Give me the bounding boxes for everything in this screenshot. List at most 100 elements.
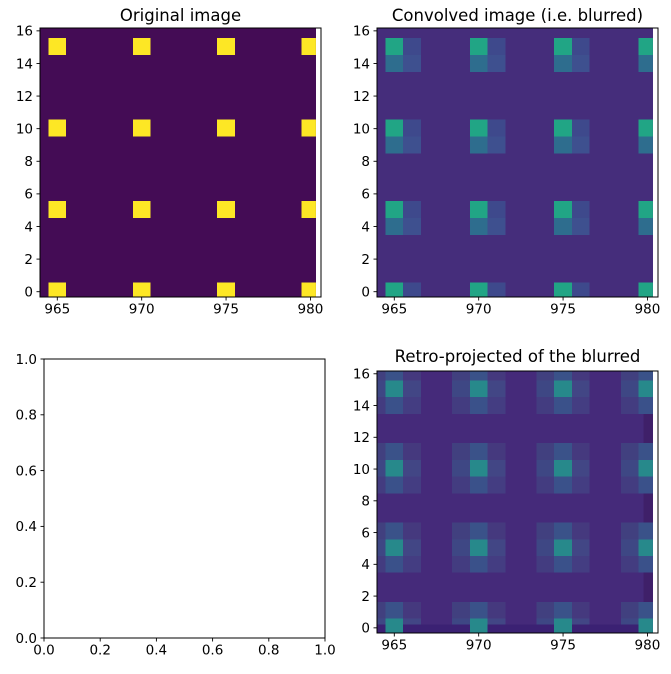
heatmap-cell bbox=[536, 555, 555, 573]
axes-spines bbox=[39, 27, 322, 298]
heatmap-cell bbox=[385, 602, 404, 619]
heatmap-cell bbox=[571, 380, 590, 398]
heatmap-cell bbox=[403, 555, 421, 573]
heatmap-cell bbox=[554, 459, 572, 477]
heatmap-cell bbox=[385, 618, 404, 633]
heatmap-cell bbox=[571, 397, 590, 414]
heatmap-cell bbox=[377, 522, 386, 540]
heatmap-cell bbox=[536, 476, 555, 494]
heatmap-cell bbox=[487, 459, 506, 477]
heatmap-cell bbox=[301, 119, 316, 137]
y-tick-label: 1.0 bbox=[16, 352, 37, 368]
y-tick-label: 0.4 bbox=[16, 519, 37, 535]
heatmap-cell bbox=[638, 555, 653, 573]
axes-spines bbox=[376, 27, 659, 298]
heatmap-cell bbox=[385, 555, 404, 573]
heatmap-cell bbox=[403, 54, 421, 73]
heatmap-cell bbox=[385, 282, 404, 297]
y-tick-label: 0.6 bbox=[16, 463, 37, 479]
y-tick-label: 2 bbox=[361, 589, 370, 605]
x-tick-label: 975 bbox=[213, 302, 239, 318]
heatmap-cell bbox=[377, 443, 386, 460]
y-tick-label: 6 bbox=[361, 187, 370, 203]
title-convolved-image: Convolved image (i.e. blurred) bbox=[391, 6, 644, 25]
heatmap-cell bbox=[377, 602, 386, 619]
heatmap-cell bbox=[452, 371, 470, 381]
heatmap-cell bbox=[638, 54, 653, 73]
heatmap-cell bbox=[554, 380, 572, 398]
heatmap-cell bbox=[571, 119, 590, 137]
y-tick-label: 6 bbox=[24, 187, 33, 203]
x-tick-label: 965 bbox=[381, 638, 407, 654]
heatmap-cell bbox=[656, 477, 671, 494]
y-tick-label: 6 bbox=[361, 525, 370, 541]
heatmap-cell bbox=[571, 54, 590, 73]
heatmap-cell bbox=[452, 522, 470, 540]
heatmap-cell bbox=[571, 602, 590, 619]
heatmap-cell bbox=[638, 119, 653, 137]
heatmap-cell bbox=[385, 380, 404, 398]
heatmap-cell bbox=[571, 217, 590, 236]
heatmap-cell bbox=[656, 523, 671, 540]
heatmap-cell bbox=[554, 282, 572, 297]
heatmap-cell bbox=[403, 380, 421, 398]
x-tick-label: 0.2 bbox=[89, 643, 110, 659]
heatmap-background bbox=[377, 28, 653, 297]
y-tick-label: 2 bbox=[361, 252, 370, 268]
subplot-original: 965 970 975 980 0 2 4 6 8 10 12 14 16 bbox=[16, 24, 324, 318]
y-tick-label: 10 bbox=[353, 121, 370, 137]
heatmap-cell bbox=[403, 200, 421, 218]
heatmap-cell bbox=[638, 602, 653, 619]
y-tick-label: 4 bbox=[361, 219, 370, 235]
heatmap-cell bbox=[554, 397, 572, 414]
heatmap-cell bbox=[469, 397, 488, 414]
heatmap-cell bbox=[403, 119, 421, 137]
heatmap-cell bbox=[452, 602, 470, 619]
heatmap-cell bbox=[656, 364, 671, 381]
heatmap-cell bbox=[656, 201, 671, 218]
heatmap-cell bbox=[536, 371, 555, 381]
title-retro-projected: Retro-projected of the blurred bbox=[394, 347, 641, 366]
y-tick-label: 10 bbox=[16, 121, 33, 137]
heatmap-cell bbox=[656, 460, 671, 477]
heatmap-cell bbox=[536, 602, 555, 619]
y-tick-label: 0 bbox=[361, 285, 370, 301]
heatmap-cell bbox=[656, 397, 671, 414]
heatmap-cell bbox=[217, 37, 235, 55]
x-tick-label: 975 bbox=[550, 302, 576, 318]
heatmap-cell bbox=[554, 37, 572, 55]
x-tick-label: 970 bbox=[129, 302, 155, 318]
heatmap-cell bbox=[620, 397, 639, 414]
heatmap-cell bbox=[469, 37, 488, 55]
heatmap-cell bbox=[656, 619, 671, 636]
axes-spines bbox=[376, 370, 659, 634]
heatmap-cell bbox=[48, 282, 67, 297]
artifact-bottom-strip bbox=[377, 624, 386, 633]
heatmap-cell bbox=[656, 136, 671, 153]
heatmap-cell bbox=[554, 618, 572, 633]
x-tick-label: 965 bbox=[44, 302, 70, 318]
axes-spines bbox=[43, 358, 326, 639]
heatmap-cell bbox=[385, 37, 404, 55]
heatmap-cell bbox=[469, 522, 488, 540]
heatmap-cell bbox=[377, 555, 386, 573]
heatmap-cell bbox=[554, 136, 572, 154]
heatmap-cell bbox=[487, 555, 506, 573]
heatmap-cell bbox=[487, 443, 506, 460]
y-tick-label: 12 bbox=[16, 89, 33, 105]
heatmap-cell bbox=[638, 476, 653, 494]
heatmap-cell bbox=[571, 200, 590, 218]
heatmap-cell bbox=[536, 459, 555, 477]
heatmap-cell bbox=[571, 539, 590, 556]
heatmap-cell bbox=[487, 476, 506, 494]
heatmap-cell bbox=[536, 522, 555, 540]
subplot-retro: 965 970 975 980 0 2 4 6 8 10 12 14 16 bbox=[353, 364, 671, 654]
heatmap-cell bbox=[469, 555, 488, 573]
y-tick-label: 14 bbox=[353, 56, 370, 72]
heatmap-cell bbox=[487, 54, 506, 73]
heatmap-cell bbox=[469, 200, 488, 218]
heatmap-cell bbox=[536, 380, 555, 398]
heatmap-cell bbox=[403, 602, 421, 619]
heatmap-cell bbox=[403, 217, 421, 236]
heatmap-cell bbox=[403, 37, 421, 55]
